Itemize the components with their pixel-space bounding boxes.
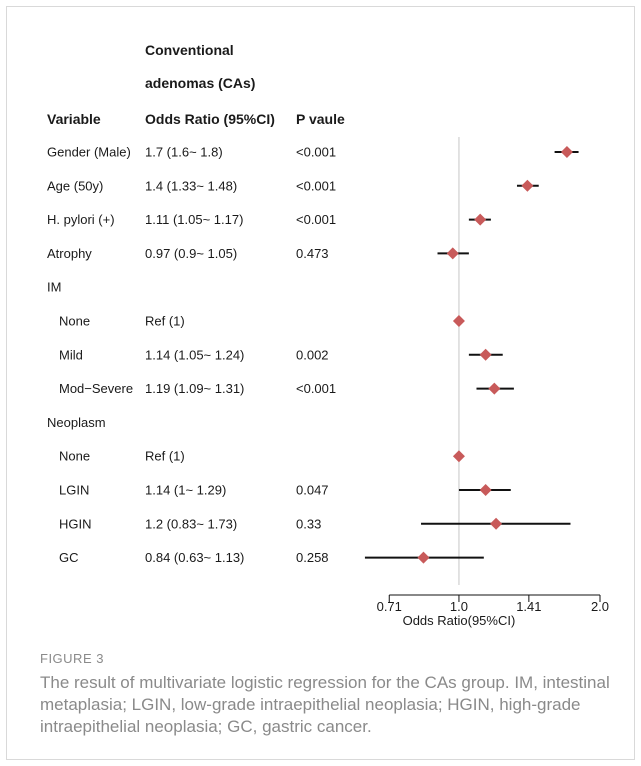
odds-ratio-marker (474, 213, 487, 226)
row-p-value: <0.001 (296, 178, 336, 193)
odds-ratio-marker (560, 146, 573, 158)
odds-ratio-marker (452, 450, 465, 463)
odds-ratio-marker (479, 484, 492, 496)
column-header-p-value: P vaule (296, 111, 345, 127)
x-tick-label: 1.41 (516, 599, 541, 614)
row-p-value: 0.258 (296, 550, 329, 565)
row-odds-ratio: Ref (1) (145, 449, 185, 464)
row-odds-ratio: Ref (1) (145, 314, 185, 329)
x-tick-label: 1.0 (450, 599, 468, 614)
group-header-line-1: Conventional (145, 42, 234, 58)
plot-marks (364, 146, 579, 564)
row-p-value: <0.001 (296, 212, 336, 227)
row-label: Age (50y) (47, 178, 103, 193)
row-p-value: 0.002 (296, 347, 329, 362)
row-odds-ratio: 1.4 (1.33~ 1.48) (145, 178, 237, 193)
row-odds-ratio: 0.84 (0.63~ 1.13) (145, 550, 244, 565)
figure-caption: FIGURE 3 The result of multivariate logi… (40, 651, 615, 738)
figure-label: FIGURE 3 (40, 651, 104, 666)
odds-ratio-marker (490, 517, 503, 530)
column-header-odds-ratio: Odds Ratio (95%CI) (145, 111, 275, 127)
row-label: Mild (59, 347, 83, 362)
odds-ratio-marker (417, 551, 430, 564)
figure-caption-text: The result of multivariate logistic regr… (40, 673, 610, 736)
x-tick-label: 0.71 (377, 599, 402, 614)
row-p-value: <0.001 (296, 145, 336, 160)
row-label: Atrophy (47, 246, 92, 261)
odds-ratio-marker (521, 179, 534, 192)
x-tick-label: 2.0 (591, 599, 609, 614)
row-p-value: 0.047 (296, 483, 329, 498)
odds-ratio-marker (479, 348, 492, 361)
odds-ratio-marker (452, 315, 465, 327)
row-label: GC (59, 550, 79, 565)
column-header-variable: Variable (47, 111, 101, 127)
row-odds-ratio: 1.19 (1.09~ 1.31) (145, 381, 244, 396)
row-label: Gender (Male) (47, 145, 131, 160)
group-header-line-2: adenomas (CAs) (145, 75, 255, 91)
row-label: HGIN (59, 516, 92, 531)
figure-frame (6, 6, 635, 760)
row-odds-ratio: 1.14 (1.05~ 1.24) (145, 347, 244, 362)
x-axis-label: Odds Ratio(95%CI) (403, 613, 516, 628)
row-label: None (59, 449, 90, 464)
row-label: Mod−Severe (59, 381, 133, 396)
row-p-value: <0.001 (296, 381, 336, 396)
row-p-value: 0.33 (296, 516, 321, 531)
row-label: H. pylori (+) (47, 212, 115, 227)
row-label: None (59, 314, 90, 329)
odds-ratio-marker (446, 247, 459, 260)
x-axis-ticks: 0.71 1.0 1.41 2.0 (377, 595, 609, 614)
row-odds-ratio: 1.7 (1.6~ 1.8) (145, 145, 223, 160)
row-odds-ratio: 1.2 (0.83~ 1.73) (145, 516, 237, 531)
row-odds-ratio: 1.11 (1.05~ 1.17) (145, 212, 243, 227)
row-label: LGIN (59, 483, 89, 498)
forest-plot: Conventional adenomas (CAs) Variable Odd… (47, 42, 609, 628)
table-rows: Gender (Male) 1.7 (1.6~ 1.8) <0.001 Age (50… (47, 145, 336, 566)
odds-ratio-marker (488, 382, 501, 395)
row-odds-ratio: 0.97 (0.9~ 1.05) (145, 246, 237, 261)
row-label: Neoplasm (47, 415, 106, 430)
row-odds-ratio: 1.14 (1~ 1.29) (145, 483, 226, 498)
row-p-value: 0.473 (296, 246, 329, 261)
row-label: IM (47, 280, 61, 295)
